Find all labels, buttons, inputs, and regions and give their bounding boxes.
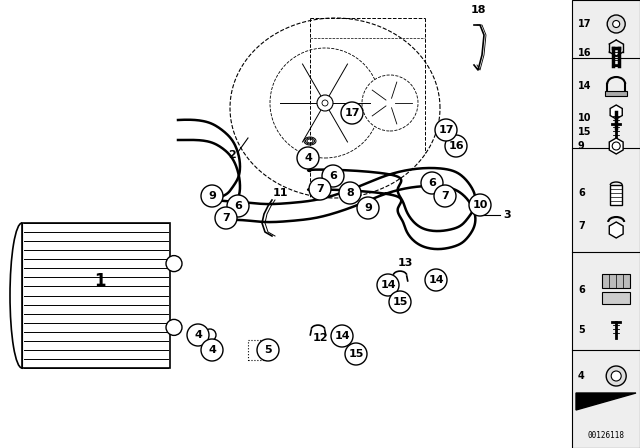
Text: 17: 17: [578, 19, 591, 29]
Text: 9: 9: [208, 191, 216, 201]
Circle shape: [166, 319, 182, 336]
Circle shape: [322, 100, 328, 106]
Text: 14: 14: [428, 275, 444, 285]
Text: 11: 11: [272, 188, 288, 198]
Circle shape: [421, 172, 443, 194]
Text: 7: 7: [222, 213, 230, 223]
Circle shape: [309, 178, 331, 200]
Text: 17: 17: [344, 108, 360, 118]
Circle shape: [357, 197, 379, 219]
Text: 14: 14: [380, 280, 396, 290]
Text: 18: 18: [470, 5, 486, 15]
Circle shape: [425, 269, 447, 291]
Text: 14: 14: [578, 81, 591, 91]
Text: 10: 10: [578, 113, 591, 123]
Text: 9: 9: [578, 141, 585, 151]
Circle shape: [270, 48, 380, 158]
Text: 16: 16: [578, 48, 591, 58]
Bar: [602, 274, 630, 288]
Circle shape: [215, 207, 237, 229]
Text: 4: 4: [304, 153, 312, 163]
Circle shape: [434, 185, 456, 207]
Text: 15: 15: [578, 127, 591, 137]
Circle shape: [204, 329, 216, 341]
Circle shape: [607, 15, 625, 33]
Bar: [605, 91, 627, 96]
Circle shape: [611, 371, 621, 381]
Text: 8: 8: [346, 188, 354, 198]
Bar: [602, 292, 630, 304]
Circle shape: [339, 182, 361, 204]
Circle shape: [227, 195, 249, 217]
Circle shape: [445, 135, 467, 157]
Bar: [572, 0, 640, 448]
Text: 16: 16: [448, 141, 464, 151]
Text: 7: 7: [578, 221, 585, 231]
Circle shape: [205, 342, 215, 352]
Text: 9: 9: [364, 203, 372, 213]
Text: 1: 1: [94, 271, 106, 289]
Text: 5: 5: [264, 345, 272, 355]
Text: 00126118: 00126118: [588, 431, 625, 440]
Text: 12: 12: [312, 333, 328, 343]
Circle shape: [201, 185, 223, 207]
Circle shape: [201, 339, 223, 361]
Circle shape: [322, 165, 344, 187]
Bar: [610, 185, 622, 205]
Circle shape: [341, 102, 363, 124]
Text: 6: 6: [234, 201, 242, 211]
Text: 17: 17: [438, 125, 454, 135]
Text: 5: 5: [578, 325, 585, 335]
Text: 10: 10: [472, 200, 488, 210]
Bar: [22, 223, 170, 368]
Text: 4: 4: [208, 345, 216, 355]
Circle shape: [257, 339, 279, 361]
Circle shape: [187, 324, 209, 346]
Circle shape: [317, 95, 333, 111]
Circle shape: [612, 21, 620, 27]
Circle shape: [166, 256, 182, 271]
Circle shape: [362, 75, 418, 131]
Polygon shape: [610, 105, 622, 119]
Text: 6: 6: [428, 178, 436, 188]
Circle shape: [612, 142, 620, 150]
Bar: [248, 340, 268, 360]
Polygon shape: [609, 222, 623, 238]
Circle shape: [377, 274, 399, 296]
Text: 6: 6: [329, 171, 337, 181]
Text: 4: 4: [578, 371, 585, 381]
Circle shape: [331, 325, 353, 347]
Circle shape: [606, 366, 626, 386]
Text: 3: 3: [503, 210, 511, 220]
Circle shape: [469, 194, 491, 216]
Text: 7: 7: [316, 184, 324, 194]
Text: 2: 2: [228, 150, 236, 160]
Text: 6: 6: [578, 188, 585, 198]
Circle shape: [297, 147, 319, 169]
Circle shape: [345, 343, 367, 365]
Text: 4: 4: [194, 330, 202, 340]
Text: 7: 7: [441, 191, 449, 201]
Text: 14: 14: [334, 331, 350, 341]
Polygon shape: [609, 138, 623, 154]
Text: 15: 15: [392, 297, 408, 307]
Circle shape: [435, 119, 457, 141]
Text: 6: 6: [578, 285, 585, 295]
Text: 13: 13: [397, 258, 413, 268]
Polygon shape: [576, 393, 636, 410]
Circle shape: [389, 291, 411, 313]
Text: 15: 15: [348, 349, 364, 359]
